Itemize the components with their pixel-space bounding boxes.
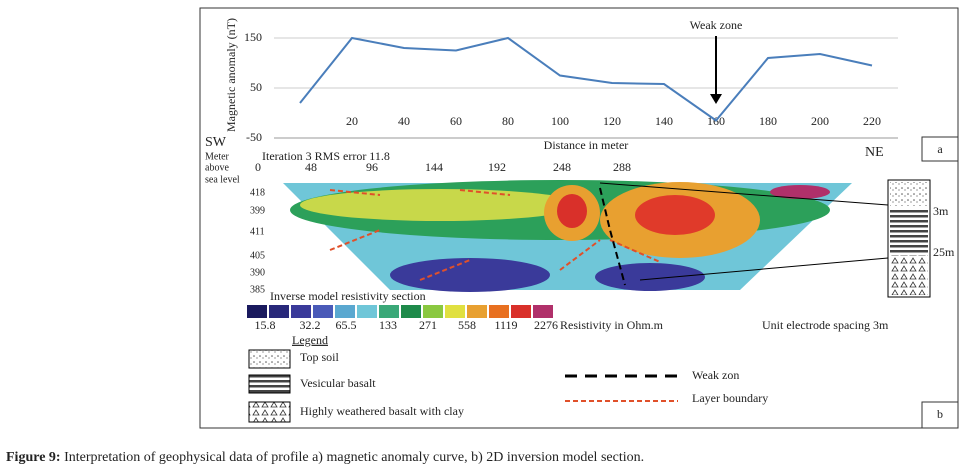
- x-tick-label: 40: [398, 114, 410, 128]
- y-axis-label: Magnetic anomaly (nT): [224, 18, 238, 132]
- scale-swatch: [269, 305, 289, 318]
- x-tick-label: 200: [811, 114, 829, 128]
- thickness-label: 3m: [933, 204, 949, 218]
- legend-swatch: [248, 374, 291, 394]
- thickness-label: 25m: [933, 245, 955, 259]
- scale-swatch: [379, 305, 399, 318]
- caption: Figure 9: Interpretation of geophysical …: [6, 450, 644, 465]
- spacing: Unit electrode spacing 3m: [762, 318, 889, 332]
- layer-boundary: [329, 189, 661, 281]
- scale-label: 15.8: [255, 318, 276, 332]
- zone: [557, 194, 587, 228]
- x-tick-label: 120: [603, 114, 621, 128]
- distance-label: 96: [366, 160, 378, 174]
- scale-label: 65.5: [336, 318, 357, 332]
- connector: [599, 182, 889, 206]
- zone: [300, 189, 580, 221]
- legend-line-label: Layer boundary: [692, 391, 768, 405]
- scale-swatch: [511, 305, 531, 318]
- scale-swatch: [335, 305, 355, 318]
- y-tick-label: 50: [250, 80, 262, 94]
- elevation-title: sea level: [205, 174, 240, 185]
- scale-unit: Resistivity in Ohm.m: [560, 318, 664, 332]
- scale-label: 2276: [534, 318, 558, 332]
- caption-text: Interpretation of geophysical data of pr…: [61, 450, 645, 465]
- scale-label: 1119: [494, 318, 517, 332]
- panel-label: a: [937, 142, 943, 156]
- y-tick-label: 150: [244, 30, 262, 44]
- x-tick-label: 20: [346, 114, 358, 128]
- elevation-label: 390: [250, 267, 265, 278]
- ne: NE: [865, 145, 884, 160]
- annotation: Weak zone: [690, 18, 743, 32]
- column-topsoil: [890, 182, 928, 206]
- scale-swatch: [247, 305, 267, 318]
- zone: [595, 263, 705, 291]
- scale-swatch: [401, 305, 421, 318]
- elevation-label: 385: [250, 284, 265, 295]
- x-tick-label: 140: [655, 114, 673, 128]
- elevation-title: above: [205, 162, 229, 173]
- connector: [639, 257, 889, 281]
- scale-swatch: [467, 305, 487, 318]
- x-tick-label: 100: [551, 114, 569, 128]
- scale-swatch: [291, 305, 311, 318]
- arrow-head: [710, 94, 722, 104]
- zone: [770, 185, 830, 199]
- column-basalt: [890, 208, 928, 253]
- distance-label: 288: [613, 160, 631, 174]
- distance-label: 248: [553, 160, 571, 174]
- scale-swatch: [423, 305, 443, 318]
- scale-label: 271: [419, 318, 437, 332]
- legend-item: Top soil: [300, 350, 339, 364]
- distance-label: 0: [255, 160, 261, 174]
- scale-swatch: [533, 305, 553, 318]
- legend-title: Legend: [292, 333, 328, 347]
- column-weathered: [890, 255, 928, 295]
- elevation-label: 411: [250, 226, 265, 237]
- elevation-label: 418: [250, 187, 265, 198]
- x-tick-label: 220: [863, 114, 881, 128]
- legend-swatch: [248, 401, 291, 423]
- scale-title: Inverse model resistivity section: [270, 289, 426, 303]
- distance-label: 48: [305, 160, 317, 174]
- x-axis-label: Distance in meter: [544, 138, 629, 152]
- distance-label: 192: [488, 160, 506, 174]
- caption-label: Figure 9:: [6, 450, 61, 465]
- x-tick-label: 60: [450, 114, 462, 128]
- distance-label: 144: [425, 160, 443, 174]
- scale-label: 558: [458, 318, 476, 332]
- x-tick-label: 80: [502, 114, 514, 128]
- frame: [199, 7, 959, 429]
- y-tick-label: -50: [246, 130, 262, 144]
- legend-item: Vesicular basalt: [300, 376, 376, 390]
- scale-label: 133: [379, 318, 397, 332]
- scale-label: 32.2: [300, 318, 321, 332]
- scale-swatch: [489, 305, 509, 318]
- iteration: Iteration 3 RMS error 11.8: [262, 149, 390, 163]
- legend-swatch: [248, 349, 291, 369]
- weak-zone: [599, 187, 626, 286]
- scale-swatch: [357, 305, 377, 318]
- panel-label: b: [937, 407, 943, 421]
- zone: [390, 258, 550, 292]
- x-tick-label: 180: [759, 114, 777, 128]
- scale-swatch: [313, 305, 333, 318]
- panel-box: [921, 401, 959, 429]
- elevation-label: 399: [250, 205, 265, 216]
- panel-box: [921, 136, 959, 162]
- line: [299, 36, 873, 122]
- elevation-title: Meter: [205, 151, 230, 162]
- elevation-label: 405: [250, 250, 265, 261]
- scale-swatch: [445, 305, 465, 318]
- legend-line-label: Weak zon: [692, 368, 739, 382]
- legend-item: Highly weathered basalt with clay: [300, 404, 464, 418]
- sw: SW: [205, 135, 227, 150]
- zone: [635, 195, 715, 235]
